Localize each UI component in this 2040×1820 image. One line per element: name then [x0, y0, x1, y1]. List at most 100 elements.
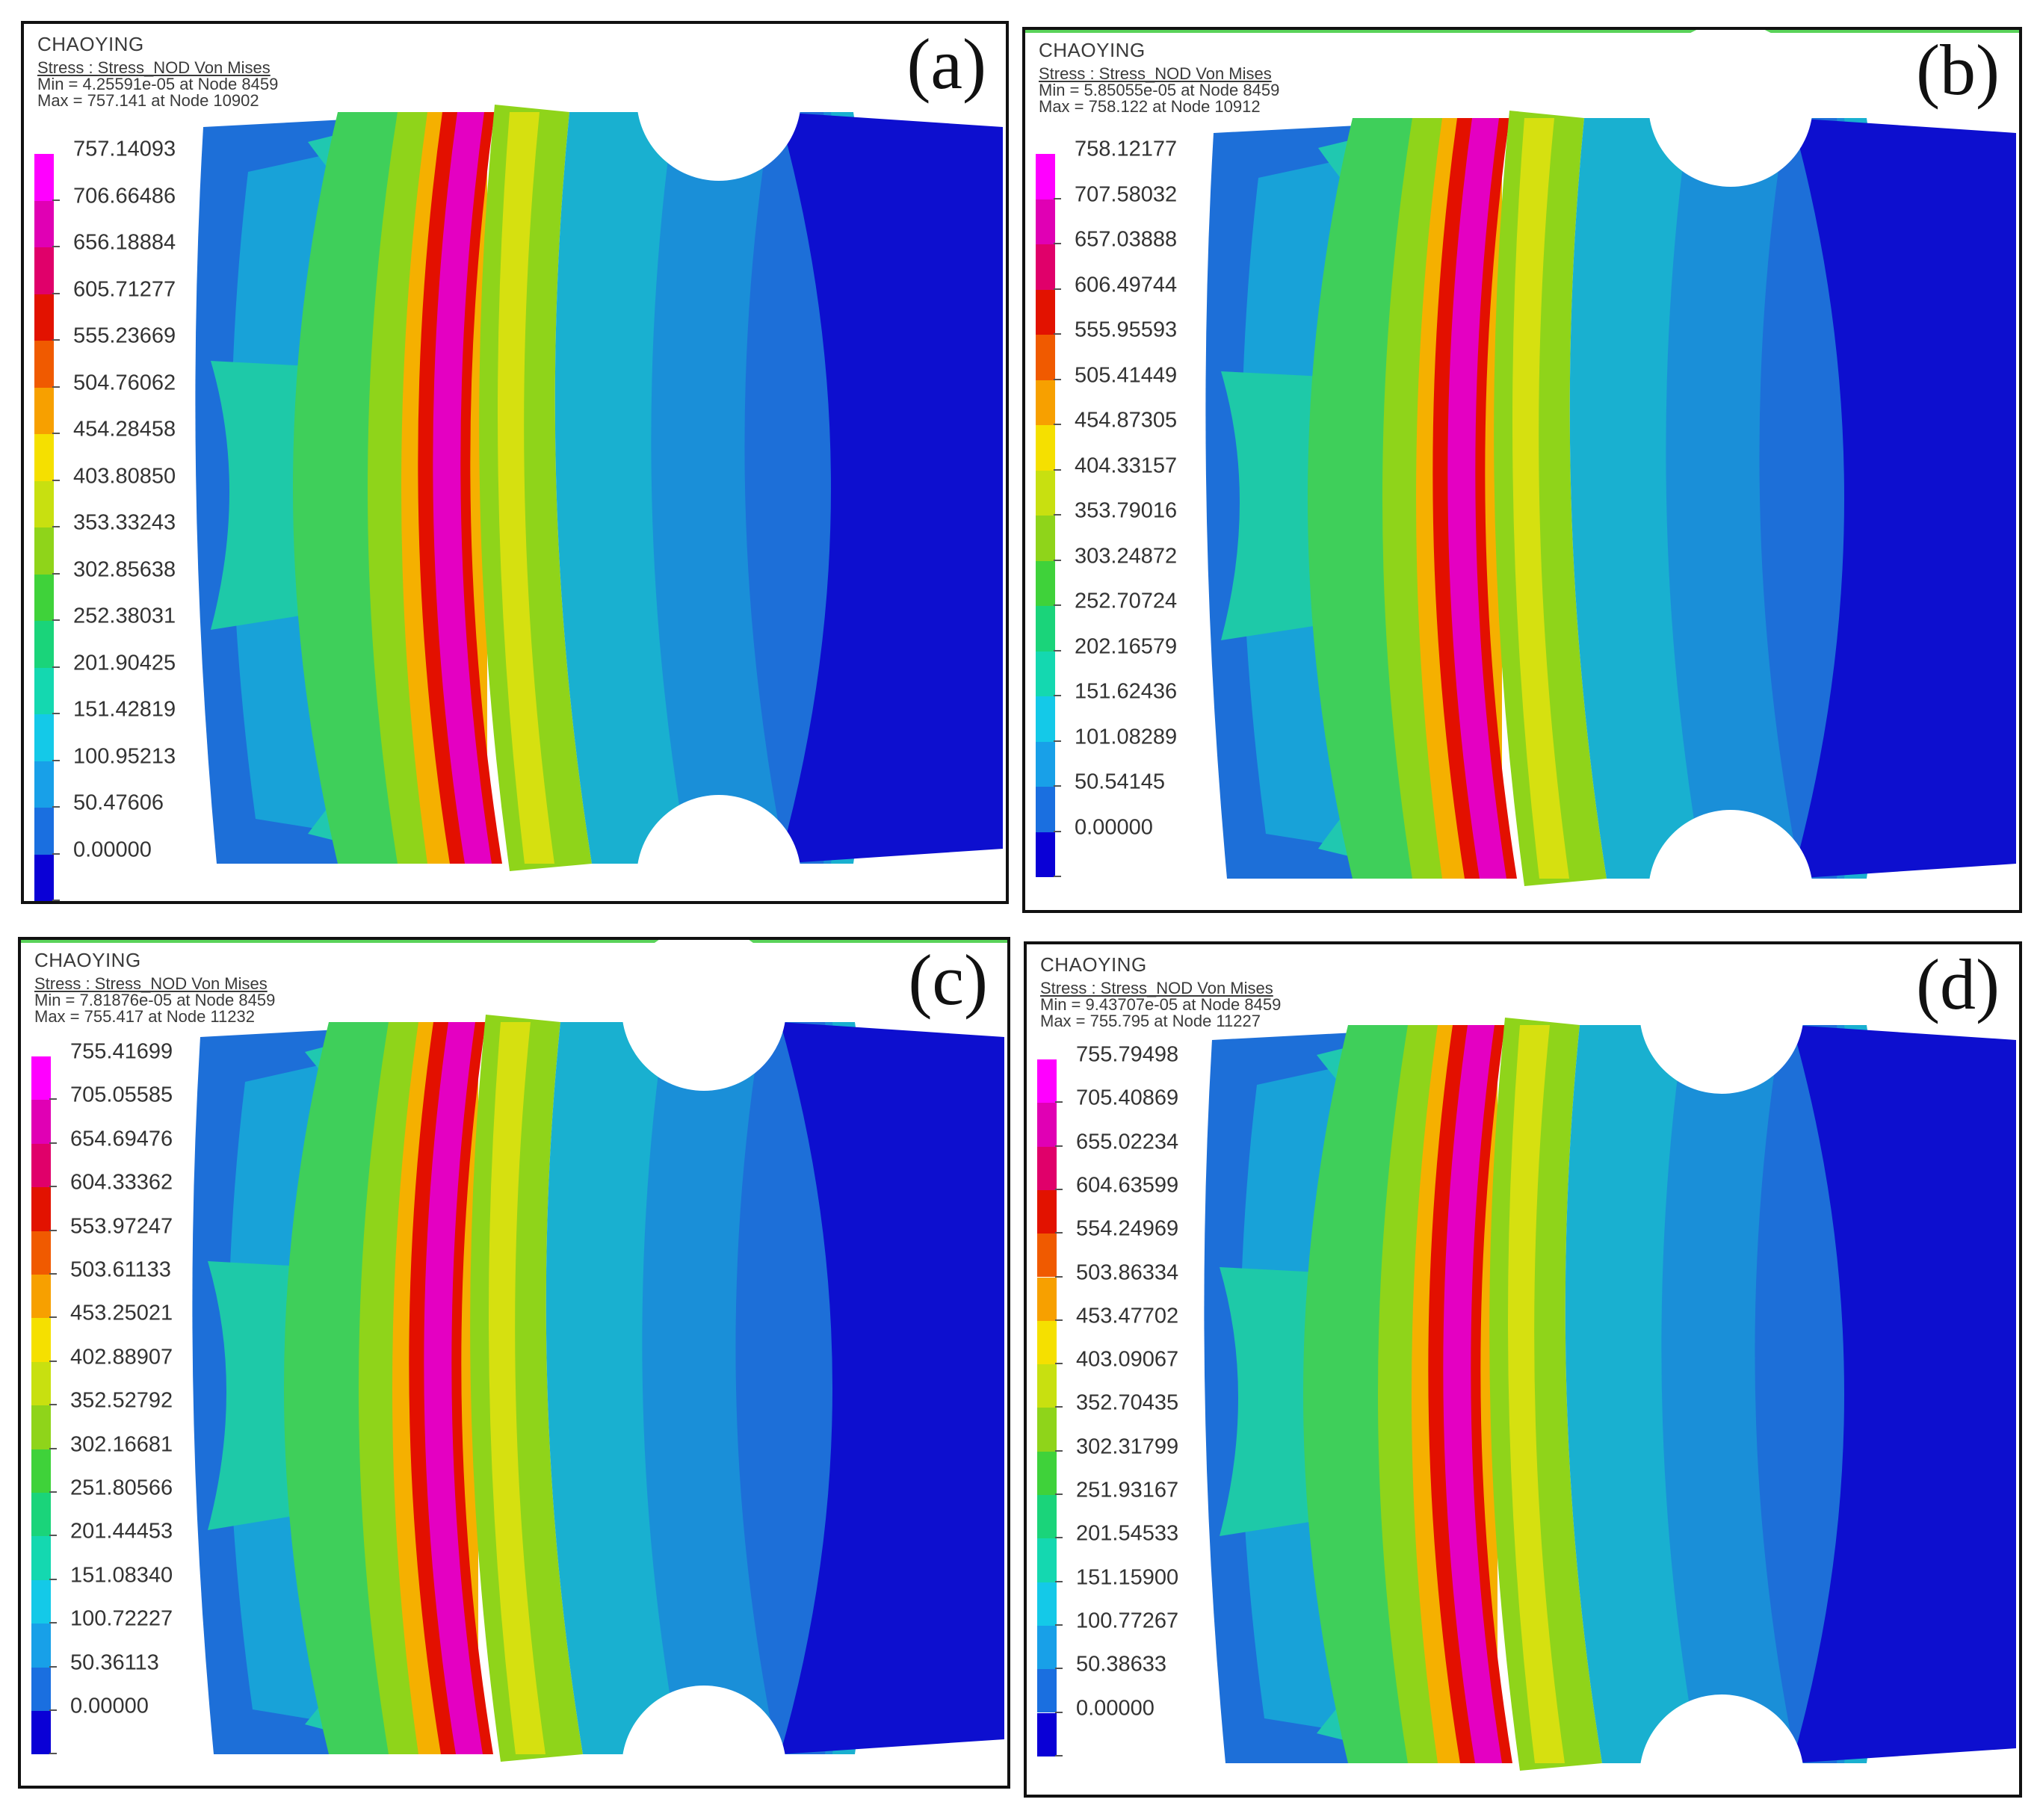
- right-plate-far: [780, 1022, 1004, 1754]
- result-type: Stress : Stress_NOD Von Mises: [1039, 64, 1272, 83]
- legend-swatch: [1036, 380, 1055, 425]
- legend-tick: [1055, 1275, 1063, 1278]
- legend-tick: [52, 246, 60, 247]
- legend-tick: [1055, 1668, 1063, 1670]
- top-notch: [1639, 944, 1804, 1094]
- legend-label: 402.88907: [70, 1345, 173, 1369]
- right-plate-far: [1792, 118, 2016, 879]
- legend-tick: [52, 572, 60, 575]
- top-notch: [1648, 30, 1813, 187]
- legend-tick: [49, 1447, 57, 1449]
- legend-label: 504.76062: [73, 371, 176, 394]
- legend-label: 151.15900: [1076, 1565, 1179, 1590]
- legend-tick: [1055, 1188, 1063, 1190]
- legend-swatch: [31, 1667, 51, 1711]
- legend-tick: [1055, 1449, 1063, 1452]
- panel-label: (c): [908, 940, 988, 1020]
- legend-tick: [52, 386, 60, 388]
- legend-tick: [52, 713, 60, 714]
- legend-label: 604.33362: [70, 1170, 173, 1195]
- legend-label: 555.23669: [73, 324, 176, 348]
- legend-label: 606.49744: [1075, 273, 1178, 297]
- result-header: CHAOYING Stress : Stress_NOD Von Mises M…: [1040, 955, 1281, 1030]
- legend-swatch: [31, 1100, 51, 1144]
- legend-tick: [52, 292, 60, 294]
- legend-swatch: [1037, 1234, 1057, 1278]
- legend-swatch: [34, 434, 54, 481]
- legend-label: 554.24969: [1076, 1216, 1179, 1241]
- legend-label: 151.62436: [1075, 679, 1178, 704]
- legend-tick: [49, 1360, 57, 1362]
- app-name: CHAOYING: [37, 33, 144, 55]
- legend-label: 453.47702: [1076, 1304, 1179, 1328]
- legend-tick: [52, 199, 60, 201]
- legend-tick: [1054, 333, 1061, 335]
- legend-label: 252.38031: [73, 604, 176, 628]
- result-type: Stress : Stress_NOD Von Mises: [1040, 979, 1273, 997]
- legend-label: 0.00000: [1076, 1696, 1155, 1720]
- legend-swatch: [34, 621, 54, 668]
- legend-swatch: [1036, 199, 1055, 244]
- legend-label: 705.40869: [1076, 1086, 1179, 1110]
- legend-tick: [49, 1578, 57, 1580]
- top-notch: [637, 24, 801, 181]
- stress-contour-plot: [1205, 30, 2016, 910]
- legend-tick: [49, 1142, 57, 1144]
- fusion-zone: [498, 112, 554, 864]
- legend-label: 657.03888: [1075, 227, 1178, 252]
- result-header: CHAOYING Stress : Stress_NOD Von Mises M…: [1039, 40, 1279, 115]
- legend-tick: [49, 1535, 57, 1537]
- right-plate-far: [779, 112, 1003, 864]
- legend-tick: [1054, 378, 1061, 380]
- legend-tick: [49, 1709, 57, 1711]
- legend-swatch: [1037, 1364, 1057, 1408]
- legend-swatch: [1037, 1451, 1057, 1495]
- legend-label: 503.86334: [1076, 1260, 1179, 1284]
- min-value: Min = 9.43707e-05 at Node 8459: [1040, 995, 1282, 1014]
- legend-label: 757.14093: [73, 137, 176, 161]
- legend-tick: [1055, 1754, 1063, 1756]
- result-header: CHAOYING Stress : Stress_NOD Von Mises M…: [37, 34, 278, 109]
- legend-tick: [49, 1753, 57, 1755]
- legend-swatch: [1037, 1277, 1057, 1321]
- min-value: Min = 4.25591e-05 at Node 8459: [37, 75, 279, 93]
- legend-swatch: [34, 200, 54, 247]
- legend-tick: [1055, 1711, 1063, 1713]
- frame-accent-line: [21, 940, 1007, 943]
- legend-label: 100.72227: [70, 1606, 173, 1631]
- legend-swatch: [1036, 470, 1055, 516]
- legend-label: 706.66486: [73, 184, 176, 208]
- legend-label: 151.08340: [70, 1563, 173, 1588]
- min-value: Min = 7.81876e-05 at Node 8459: [34, 991, 276, 1009]
- legend-tick: [49, 1316, 57, 1319]
- stress-contour-plot: [195, 24, 1003, 901]
- legend-swatch: [34, 854, 54, 901]
- stress-contour-plot: [1204, 944, 2016, 1795]
- legend-tick: [1054, 468, 1061, 471]
- legend-tick: [52, 759, 60, 761]
- legend-label: 50.54145: [1075, 770, 1165, 794]
- top-notch: [622, 940, 786, 1091]
- stress-contour-plot: [192, 940, 1004, 1786]
- legend-tick: [1055, 1101, 1063, 1104]
- legend-label: 758.12177: [1075, 137, 1178, 161]
- legend-swatch: [34, 480, 54, 527]
- legend-tick: [49, 1622, 57, 1624]
- min-value: Min = 5.85055e-05 at Node 8459: [1039, 81, 1280, 99]
- legend-tick: [1055, 1537, 1063, 1539]
- legend-swatch: [34, 808, 54, 855]
- legend-label: 201.54533: [1076, 1521, 1179, 1546]
- legend-swatch: [34, 294, 54, 341]
- legend-swatch: [31, 1275, 51, 1319]
- legend-swatch: [34, 574, 54, 621]
- legend-tick: [52, 339, 60, 341]
- legend-tick: [52, 433, 60, 434]
- legend-swatch: [31, 1361, 51, 1406]
- legend-tick: [1055, 1319, 1063, 1321]
- panel-c: CHAOYING Stress : Stress_NOD Von Mises M…: [18, 937, 1010, 1789]
- app-name: CHAOYING: [1040, 953, 1147, 976]
- legend-swatch: [31, 1624, 51, 1668]
- legend-swatch: [1036, 425, 1055, 471]
- legend-tick: [49, 1186, 57, 1188]
- legend-swatch: [31, 1711, 51, 1755]
